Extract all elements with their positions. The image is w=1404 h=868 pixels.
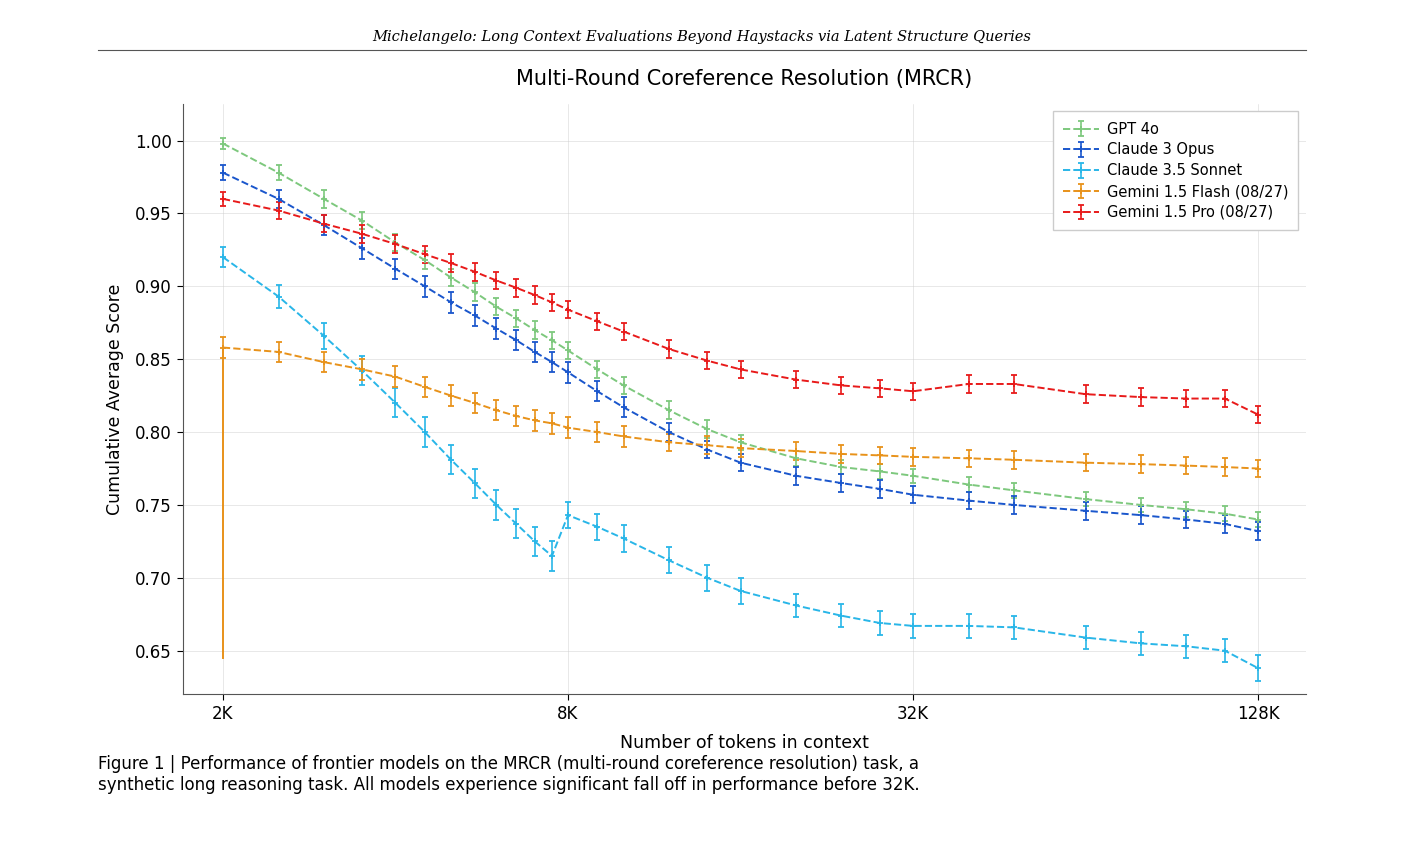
Y-axis label: Cumulative Average Score: Cumulative Average Score [107,284,124,515]
Text: Figure 1 | Performance of frontier models on the MRCR (multi-round coreference r: Figure 1 | Performance of frontier model… [98,755,920,794]
Text: Michelangelo: Long Context Evaluations Beyond Haystacks via Latent Structure Que: Michelangelo: Long Context Evaluations B… [372,30,1032,44]
X-axis label: Number of tokens in context: Number of tokens in context [619,734,869,752]
Legend: GPT 4o, Claude 3 Opus, Claude 3.5 Sonnet, Gemini 1.5 Flash (08/27), Gemini 1.5 P: GPT 4o, Claude 3 Opus, Claude 3.5 Sonnet… [1053,111,1299,230]
Title: Multi-Round Coreference Resolution (MRCR): Multi-Round Coreference Resolution (MRCR… [517,69,972,89]
